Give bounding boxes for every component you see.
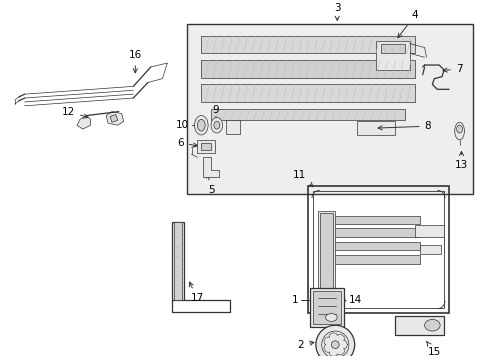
Bar: [201, 143, 210, 150]
Circle shape: [315, 325, 354, 360]
Bar: [312, 191, 443, 308]
Text: 2: 2: [297, 339, 313, 350]
Text: 9: 9: [212, 104, 219, 114]
Ellipse shape: [325, 314, 337, 321]
Ellipse shape: [213, 121, 219, 129]
Bar: [375, 41, 409, 70]
Text: 7: 7: [442, 64, 461, 74]
Ellipse shape: [424, 319, 439, 331]
Polygon shape: [110, 114, 118, 122]
Bar: [327, 216, 419, 224]
Bar: [327, 255, 419, 264]
Ellipse shape: [366, 124, 385, 132]
Text: 5: 5: [206, 174, 214, 195]
Text: 11: 11: [292, 170, 312, 187]
Bar: [186, 24, 472, 194]
Polygon shape: [201, 36, 414, 53]
Text: 14: 14: [348, 295, 362, 305]
Text: 4: 4: [397, 10, 417, 38]
Polygon shape: [77, 116, 90, 129]
Text: 17: 17: [189, 282, 203, 303]
Text: 3: 3: [333, 3, 340, 21]
Bar: [309, 288, 344, 327]
Circle shape: [331, 341, 339, 348]
Bar: [197, 140, 214, 153]
Bar: [356, 121, 395, 135]
Text: 10: 10: [175, 120, 188, 130]
Text: 15: 15: [426, 342, 440, 357]
Bar: [172, 222, 183, 300]
Bar: [319, 213, 333, 291]
Bar: [317, 211, 335, 293]
Bar: [312, 291, 341, 324]
Polygon shape: [201, 60, 414, 78]
Polygon shape: [203, 157, 218, 177]
Bar: [307, 186, 448, 312]
Ellipse shape: [456, 125, 462, 133]
Ellipse shape: [194, 116, 208, 135]
Polygon shape: [106, 112, 123, 125]
Text: 13: 13: [454, 152, 467, 170]
Ellipse shape: [454, 122, 464, 140]
Ellipse shape: [210, 117, 222, 133]
Text: 12: 12: [61, 107, 88, 118]
Bar: [395, 315, 443, 335]
Text: 6: 6: [177, 138, 197, 148]
Text: 16: 16: [128, 50, 142, 73]
Polygon shape: [210, 109, 405, 120]
Bar: [327, 242, 419, 251]
Bar: [327, 228, 419, 237]
Text: 8: 8: [377, 121, 430, 131]
Text: 1: 1: [291, 295, 298, 305]
Polygon shape: [201, 85, 414, 102]
Bar: [419, 245, 440, 255]
Ellipse shape: [197, 120, 205, 131]
Bar: [414, 225, 443, 237]
Bar: [174, 222, 182, 300]
Bar: [225, 120, 240, 134]
Bar: [380, 44, 405, 53]
